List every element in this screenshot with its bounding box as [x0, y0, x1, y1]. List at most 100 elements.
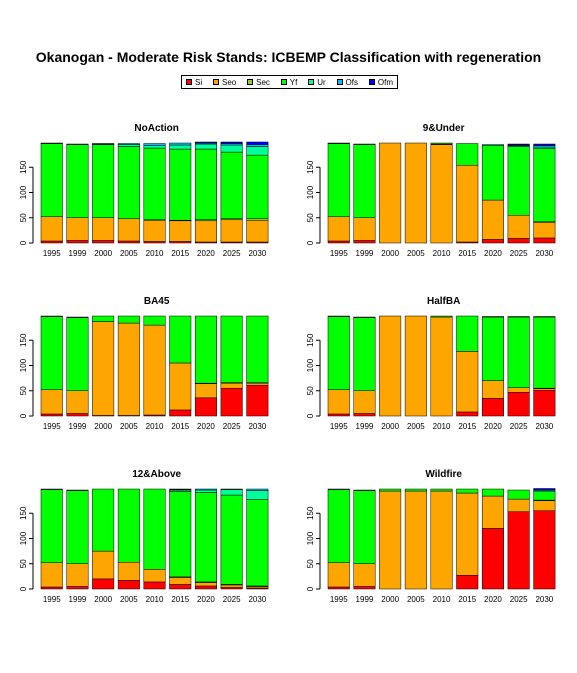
bar-segment-yf: [379, 488, 402, 492]
bar-segment-seo: [481, 380, 504, 399]
bar-segment-si: [40, 413, 63, 417]
bar-segment-si: [327, 413, 350, 417]
bar-segment-ur: [40, 142, 63, 144]
bar-segment-si: [143, 581, 166, 590]
chart-panel-2: 9&Under 0 50 100 150 1995 1999 2000 2005 2010 2015…: [306, 123, 556, 258]
bar-segment-seo: [481, 199, 504, 240]
bar-segment-seo: [327, 216, 350, 242]
bar-segment-ur: [327, 142, 350, 144]
legend-label: Ofs: [345, 77, 358, 87]
bar-segment-yf: [327, 143, 350, 217]
legend-label: Yf: [289, 77, 298, 87]
bar-segment-ofm: [533, 143, 556, 146]
bar-segment-yf: [92, 488, 115, 552]
y-tick-label: 50: [306, 213, 315, 222]
bar-segment-seo: [40, 389, 63, 415]
bar-segment-ur: [143, 145, 166, 149]
bar-segment-yf: [220, 315, 243, 383]
bar-segment-seo: [353, 217, 376, 241]
y-tick-label: 50: [19, 559, 28, 568]
bar-segment-ofs: [169, 142, 192, 146]
bar-segment-yf: [481, 316, 504, 381]
bar-segment-ur: [169, 144, 192, 150]
bar-segment-yf: [507, 146, 530, 216]
bar-segment-si: [327, 586, 350, 590]
bar-segment-yf: [40, 489, 63, 563]
chart-title: NoAction: [134, 123, 178, 134]
bar-segment-si: [92, 578, 115, 590]
y-tick-label: 150: [306, 160, 315, 174]
bar-segment-yf: [169, 491, 192, 578]
bar-segment-yf: [456, 315, 479, 352]
bar-segment-ur: [246, 146, 269, 156]
legend-label: Ofm: [377, 77, 393, 87]
bar-segment-ofs: [220, 488, 243, 490]
bar-segment-ofs: [246, 144, 269, 147]
bar-segment-seo: [533, 500, 556, 511]
bar-segment-yf: [353, 317, 376, 391]
y-tick-label: 100: [306, 531, 315, 545]
bar-segment-si: [66, 240, 89, 244]
bar-segment-si: [40, 586, 63, 590]
legend-entry-si: Si: [186, 78, 202, 87]
legend-entry-ofs: Ofs: [336, 77, 358, 87]
x-tick-label: 2010: [146, 249, 164, 258]
bar-segment-seo: [353, 563, 376, 587]
bar-segment-ofm: [246, 141, 269, 145]
bar-segment-yf: [481, 488, 504, 497]
bar-segment-seo: [430, 316, 453, 417]
legend-entry-yf: Yf: [280, 77, 298, 87]
x-tick-label: 2015: [458, 422, 476, 431]
bar-segment-seo: [404, 490, 427, 590]
bar-segment-ur: [220, 144, 243, 153]
bar-segment-yf: [353, 490, 376, 564]
bar-segment-ur: [66, 316, 89, 318]
bar-segment-yf: [66, 144, 89, 218]
x-tick-label: 2015: [171, 422, 189, 431]
bar-segment-seo: [143, 220, 166, 242]
bar-segment-ur: [194, 489, 217, 493]
chart-panel-6: Wildfire 0 50 100 150 1995 1999 2000 2005 2010 201…: [306, 469, 556, 604]
y-tick-label: 100: [306, 358, 315, 372]
bar-segment-yf: [507, 489, 530, 500]
bar-segment-yf: [220, 494, 243, 585]
bar-segment-si: [353, 240, 376, 244]
bar-segment-yf: [246, 315, 269, 383]
chart-title: 9&Under: [423, 123, 465, 134]
bar-segment-si: [194, 585, 217, 590]
x-tick-label: 1995: [43, 249, 61, 258]
bar-segment-seo: [379, 490, 402, 590]
bar-segment-seo: [430, 490, 453, 590]
y-tick-label: 50: [306, 386, 315, 395]
x-tick-label: 1999: [356, 249, 374, 258]
bar-segment-si: [66, 413, 89, 417]
bar-segment-si: [481, 239, 504, 244]
x-tick-label: 2010: [433, 249, 451, 258]
bar-segment-seo: [117, 561, 140, 581]
bar-segment-seo: [194, 220, 217, 243]
bar-segment-seo: [456, 164, 479, 243]
bar-segment-ofs: [246, 488, 269, 491]
bar-segment-ur: [327, 315, 350, 317]
bar-segment-si: [533, 389, 556, 417]
y-tick-label: 150: [19, 506, 28, 520]
bar-segment-si: [353, 586, 376, 590]
bar-segment-ur: [117, 144, 140, 147]
bar-segment-seo: [456, 351, 479, 413]
legend-entry-sec: Sec: [247, 78, 270, 87]
x-tick-label: 2000: [381, 249, 399, 258]
chart-title: Wildfire: [425, 469, 462, 480]
y-tick-label: 50: [19, 213, 28, 222]
x-tick-label: 1995: [43, 595, 61, 604]
x-tick-label: 2005: [120, 595, 138, 604]
bar-segment-si: [533, 510, 556, 590]
bar-segment-seo: [66, 563, 89, 587]
legend-swatch: [368, 79, 375, 85]
bar-segment-yf: [194, 315, 217, 384]
legend-entry-seo: Seo: [213, 78, 236, 87]
bar-segment-seo: [40, 216, 63, 242]
bar-segment-seo: [169, 577, 192, 585]
bar-segment-ur: [66, 489, 89, 491]
bar-segment-yf: [40, 143, 63, 217]
bar-segment-ur: [246, 490, 269, 500]
